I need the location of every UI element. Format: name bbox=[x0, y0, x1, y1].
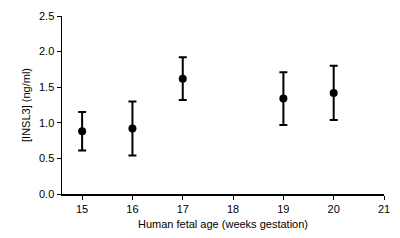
svg-text:[INSL3] (ng/ml): [INSL3] (ng/ml) bbox=[20, 68, 32, 142]
svg-text:21: 21 bbox=[378, 203, 390, 215]
svg-text:1.0: 1.0 bbox=[39, 117, 54, 129]
svg-text:0.0: 0.0 bbox=[39, 188, 54, 200]
svg-text:19: 19 bbox=[277, 203, 289, 215]
svg-text:2.0: 2.0 bbox=[39, 45, 54, 57]
svg-text:0.5: 0.5 bbox=[39, 152, 54, 164]
svg-text:18: 18 bbox=[227, 203, 239, 215]
svg-text:17: 17 bbox=[177, 203, 189, 215]
svg-text:20: 20 bbox=[328, 203, 340, 215]
svg-text:16: 16 bbox=[126, 203, 138, 215]
svg-text:Human fetal age (weeks gestati: Human fetal age (weeks gestation) bbox=[138, 218, 308, 230]
svg-text:2.5: 2.5 bbox=[39, 10, 54, 22]
svg-text:1.5: 1.5 bbox=[39, 81, 54, 93]
svg-text:15: 15 bbox=[76, 203, 88, 215]
